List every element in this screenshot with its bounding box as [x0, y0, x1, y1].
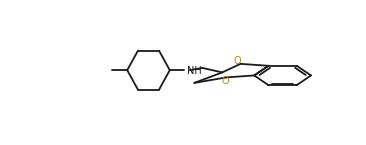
Text: NH: NH	[187, 66, 202, 76]
Text: O: O	[234, 56, 242, 66]
Text: O: O	[221, 76, 229, 86]
